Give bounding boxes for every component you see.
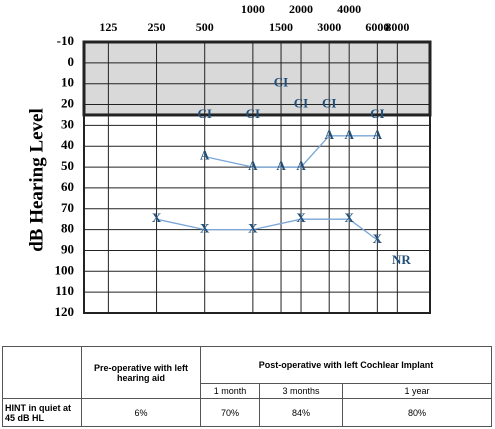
data-marker: CI	[246, 106, 260, 121]
subheader-cell: 1 month	[200, 383, 260, 399]
y-tick-label: 10	[61, 75, 74, 90]
data-marker: CI	[322, 96, 336, 111]
annotation: NR	[392, 252, 411, 267]
x-tick-label: 500	[196, 20, 214, 34]
y-tick-label: 90	[61, 241, 74, 256]
x-tick-label: 125	[99, 20, 117, 34]
data-marker: A	[325, 127, 335, 142]
subheader-cell: 1 year	[342, 383, 492, 399]
data-marker: X	[373, 231, 383, 246]
y-tick-label: 70	[61, 200, 74, 215]
data-marker: CI	[197, 106, 211, 121]
y-tick-label: 110	[55, 283, 74, 298]
y-tick-label: 60	[61, 179, 74, 194]
x-tick-label: 1000	[241, 2, 265, 16]
y-tick-label: 40	[61, 137, 74, 152]
corner-cell	[2, 346, 82, 399]
plot-border	[83, 41, 431, 314]
data-marker: A	[200, 148, 210, 163]
chart: dB Hearing Level -10 0 10 20 30 40 50 60 70 80 90 1…	[26, 2, 432, 319]
x-tick-label: 3000	[317, 20, 341, 34]
results-table: Pre-operative with left hearing aid Post…	[2, 346, 492, 427]
y-tick-label: 100	[55, 262, 75, 277]
header-cell: Pre-operative with left hearing aid	[81, 346, 201, 399]
x-tick-label: 4000	[337, 2, 361, 16]
data-marker: A	[296, 158, 306, 173]
cell: 80%	[342, 398, 492, 427]
series-line	[156, 218, 378, 241]
cell: 84%	[259, 398, 343, 427]
y-tick-label: 30	[61, 116, 74, 131]
data-marker: X	[248, 221, 258, 236]
data-marker: X	[200, 221, 210, 236]
data-marker: A	[276, 158, 286, 173]
y-tick-label: 50	[61, 158, 74, 173]
data-marker: CI	[294, 96, 308, 111]
data-marker: X	[344, 210, 354, 225]
cell: 70%	[200, 398, 260, 427]
y-tick-label: -10	[57, 33, 74, 48]
subheader-cell: 3 months	[259, 383, 343, 399]
x-tick-label: 2000	[289, 2, 313, 16]
y-tick-label: 20	[61, 96, 74, 111]
y-axis-label: dB Hearing Level	[26, 108, 47, 252]
series-line	[204, 135, 378, 168]
data-marker: CI	[370, 106, 384, 121]
x-tick-label: 8000	[385, 20, 409, 34]
data-marker: X	[296, 210, 306, 225]
data-marker: A	[344, 127, 354, 142]
y-tick-label: 0	[68, 54, 75, 69]
x-tick-label: 250	[148, 20, 166, 34]
x-tick-label: 6000	[365, 20, 389, 34]
data-marker: X	[152, 210, 162, 225]
y-tick-label: 80	[61, 221, 74, 236]
y-tick-label: 120	[55, 304, 75, 319]
normal-range-band	[82, 40, 432, 117]
row-label: HINT in quiet at 45 dB HL	[2, 398, 82, 427]
header-cell: Post-operative with left Cochlear Implan…	[200, 346, 492, 384]
x-tick-label: 1500	[269, 20, 293, 34]
data-marker: A	[248, 158, 258, 173]
data-marker: A	[373, 127, 383, 142]
cell: 6%	[81, 398, 201, 427]
data-marker: CI	[274, 75, 288, 90]
